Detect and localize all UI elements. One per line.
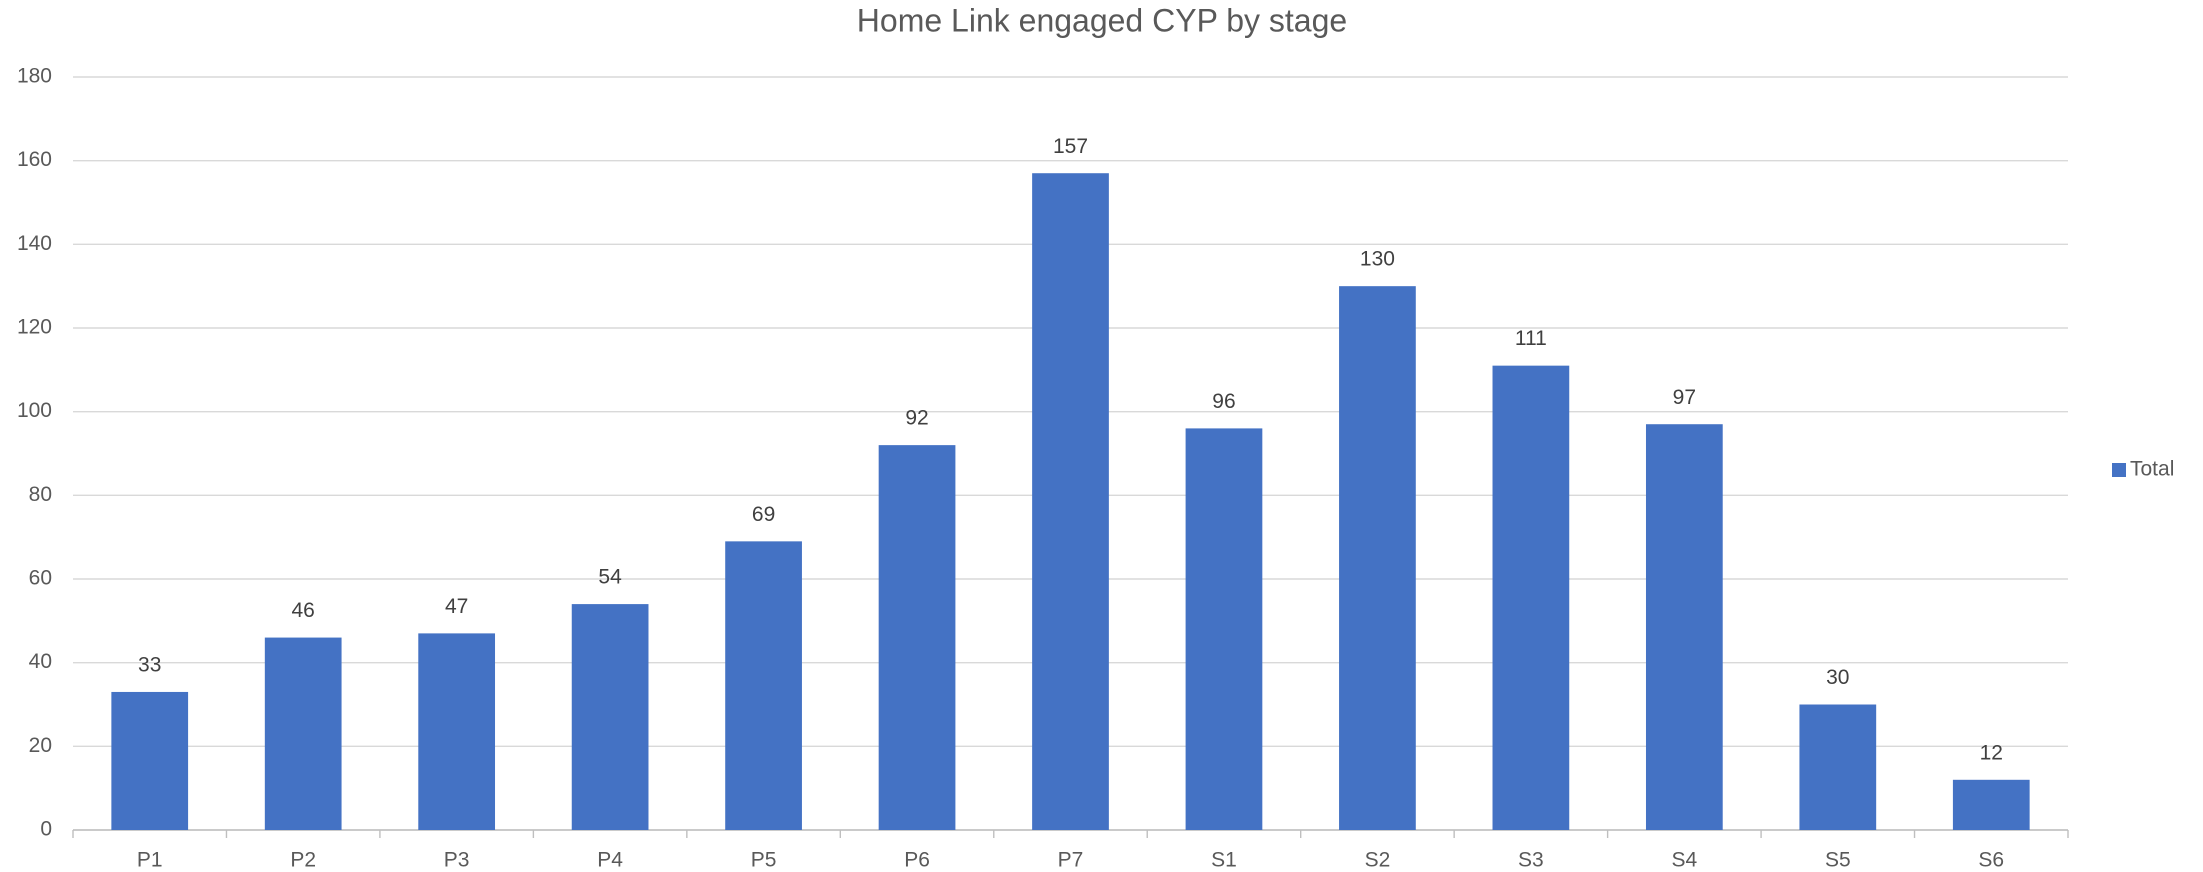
bar bbox=[1185, 428, 1263, 830]
x-tick-label: P7 bbox=[1058, 849, 1084, 872]
legend-label: Total bbox=[2130, 458, 2174, 481]
bar bbox=[725, 541, 802, 830]
bar bbox=[571, 604, 649, 830]
data-label: 130 bbox=[1360, 248, 1395, 271]
legend-swatch bbox=[2112, 463, 2126, 477]
x-tick-label: P3 bbox=[444, 849, 470, 872]
data-label: 46 bbox=[292, 599, 315, 622]
bar bbox=[1799, 704, 1877, 830]
x-tick-label: P1 bbox=[137, 849, 163, 872]
y-tick-label: 20 bbox=[29, 734, 52, 757]
data-label: 54 bbox=[598, 566, 622, 589]
data-label: 69 bbox=[752, 503, 775, 526]
data-label: 92 bbox=[905, 407, 928, 430]
x-tick-label: P2 bbox=[290, 849, 316, 872]
x-tick-label: P6 bbox=[904, 849, 930, 872]
x-tick-label: S5 bbox=[1825, 849, 1851, 872]
bar bbox=[1492, 365, 1570, 830]
bar bbox=[1339, 286, 1416, 831]
y-tick-label: 80 bbox=[29, 483, 52, 506]
data-label: 47 bbox=[445, 595, 468, 618]
data-label: 33 bbox=[138, 653, 161, 676]
data-label: 97 bbox=[1673, 386, 1696, 409]
y-tick-label: 180 bbox=[17, 65, 52, 88]
bar bbox=[878, 445, 956, 830]
x-tick-label: S1 bbox=[1211, 849, 1237, 872]
data-label: 96 bbox=[1212, 390, 1235, 413]
bar bbox=[264, 637, 342, 830]
y-tick-label: 40 bbox=[29, 650, 52, 673]
data-label: 111 bbox=[1515, 327, 1547, 350]
y-tick-label: 140 bbox=[17, 232, 52, 255]
y-tick-label: 160 bbox=[17, 148, 52, 171]
chart-title: Home Link engaged CYP by stage bbox=[857, 2, 1347, 38]
bar bbox=[1645, 424, 1723, 830]
x-tick-label: S2 bbox=[1365, 849, 1391, 872]
x-tick-label: P4 bbox=[597, 849, 623, 872]
bar bbox=[111, 691, 189, 830]
bar bbox=[418, 633, 496, 830]
y-tick-label: 60 bbox=[29, 567, 52, 590]
x-tick-label: S3 bbox=[1518, 849, 1544, 872]
x-tick-label: P5 bbox=[751, 849, 777, 872]
bar bbox=[1032, 173, 1109, 830]
x-tick-label: S4 bbox=[1672, 849, 1698, 872]
y-tick-label: 0 bbox=[40, 818, 52, 841]
y-tick-label: 120 bbox=[17, 316, 52, 339]
data-label: 157 bbox=[1053, 135, 1088, 158]
bar bbox=[1952, 779, 2030, 830]
data-label: 30 bbox=[1826, 666, 1849, 689]
y-tick-label: 100 bbox=[17, 399, 52, 422]
x-tick-label: S6 bbox=[1978, 849, 2004, 872]
data-label: 12 bbox=[1980, 741, 2003, 764]
